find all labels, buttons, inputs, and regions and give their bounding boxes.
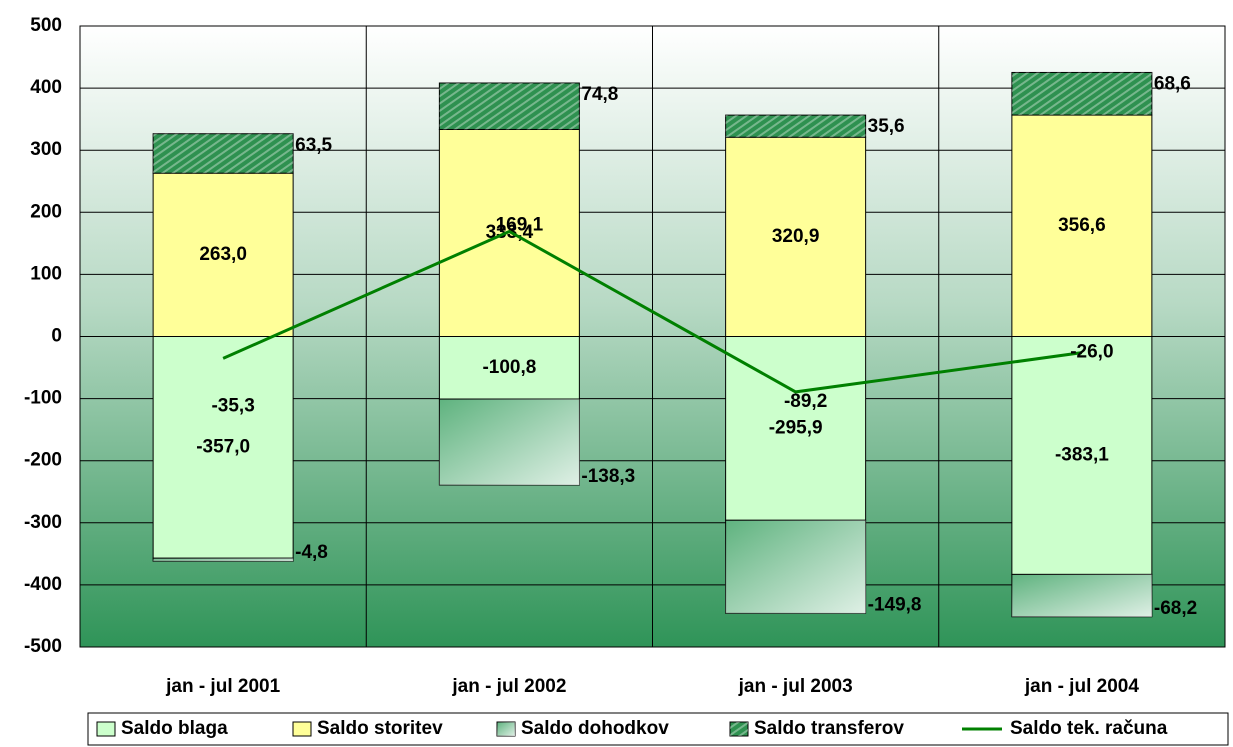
y-tick-label: 500 [30, 15, 62, 36]
legend-swatch [292, 721, 312, 737]
x-tick-label: jan - jul 2004 [1024, 676, 1139, 697]
legend-label: Saldo dohodkov [521, 718, 669, 739]
y-tick-label: 400 [30, 77, 62, 98]
bar-texture [725, 520, 866, 614]
data-label: -138,3 [581, 466, 635, 487]
y-tick-label: -500 [24, 636, 62, 657]
data-label: -35,3 [211, 395, 254, 416]
bar [438, 336, 580, 400]
data-label: -357,0 [196, 436, 250, 457]
data-label: 35,6 [868, 116, 905, 137]
y-tick-label: 100 [30, 263, 62, 284]
bar [1011, 336, 1153, 575]
y-tick-label: -300 [24, 512, 62, 533]
bar-texture [153, 558, 294, 562]
x-tick-label: jan - jul 2001 [165, 676, 280, 697]
bar [152, 172, 294, 337]
data-label: 63,5 [295, 135, 332, 156]
y-tick-label: -100 [24, 388, 62, 409]
bar-texture [725, 115, 866, 138]
y-tick-label: 0 [51, 326, 62, 347]
data-label: -4,8 [295, 542, 328, 563]
legend-swatch-texture [730, 722, 748, 736]
bar-texture [153, 133, 294, 174]
y-tick-label: 300 [30, 139, 62, 160]
x-tick-label: jan - jul 2003 [738, 676, 853, 697]
legend-label: Saldo tek. računa [1010, 718, 1168, 739]
bar-texture [439, 399, 580, 485]
bar [725, 136, 867, 337]
data-label: -89,2 [784, 391, 827, 412]
bar-texture [1011, 72, 1152, 116]
bar-texture [1011, 574, 1152, 617]
legend-label: Saldo storitev [317, 718, 443, 739]
y-tick-label: 200 [30, 201, 62, 222]
legend [87, 712, 1229, 746]
line [222, 229, 1083, 394]
data-label: -100,8 [482, 357, 536, 378]
legend-swatch-texture [497, 722, 515, 736]
legend-swatch [96, 721, 116, 737]
data-label: -383,1 [1055, 444, 1109, 465]
y-tick-label: -400 [24, 574, 62, 595]
data-label: -26,0 [1070, 342, 1113, 363]
data-label: -295,9 [769, 417, 823, 438]
data-label: -149,8 [868, 594, 922, 615]
bar [1011, 114, 1153, 337]
x-tick-label: jan - jul 2002 [451, 676, 566, 697]
legend-label: Saldo transferov [754, 718, 904, 739]
bar-texture [439, 83, 580, 130]
data-label: 74,8 [581, 84, 618, 105]
data-label: 169,1 [496, 215, 544, 236]
legend-label: Saldo blaga [121, 718, 228, 739]
data-label: 320,9 [772, 226, 820, 247]
data-label: -68,2 [1154, 598, 1197, 619]
data-label: 356,6 [1058, 215, 1106, 236]
data-label: 263,0 [199, 244, 247, 265]
bar [152, 336, 294, 559]
y-tick-label: -200 [24, 450, 62, 471]
data-label: 68,6 [1154, 73, 1191, 94]
